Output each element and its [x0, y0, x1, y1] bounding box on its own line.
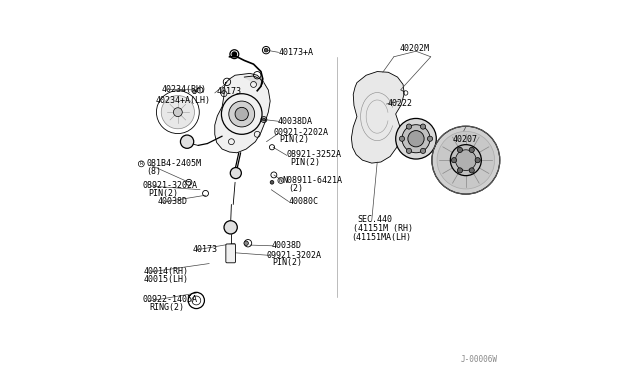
Circle shape	[469, 168, 474, 173]
Circle shape	[232, 52, 237, 57]
Circle shape	[437, 131, 495, 189]
Circle shape	[408, 131, 424, 147]
Circle shape	[451, 145, 481, 176]
Circle shape	[161, 96, 195, 129]
Text: 40015(LH): 40015(LH)	[143, 275, 189, 283]
Text: PIN(2): PIN(2)	[291, 157, 321, 167]
Text: (2): (2)	[289, 184, 303, 193]
Text: R: R	[140, 161, 143, 166]
Circle shape	[180, 135, 194, 148]
Text: (41151MA(LH): (41151MA(LH)	[351, 233, 411, 242]
Circle shape	[402, 125, 430, 153]
Circle shape	[270, 180, 274, 184]
Circle shape	[193, 90, 196, 94]
Text: J-00006W: J-00006W	[460, 355, 497, 364]
Text: 40222: 40222	[387, 99, 412, 108]
Text: 40038D: 40038D	[271, 241, 301, 250]
Circle shape	[475, 158, 480, 163]
Text: 09921-3202A: 09921-3202A	[266, 251, 321, 260]
Circle shape	[406, 124, 412, 129]
Text: 081B4-2405M: 081B4-2405M	[147, 159, 202, 169]
Text: 40202M: 40202M	[399, 44, 429, 53]
Circle shape	[406, 148, 412, 154]
Circle shape	[229, 101, 255, 127]
Circle shape	[469, 147, 474, 153]
Circle shape	[428, 136, 433, 141]
Polygon shape	[244, 76, 263, 86]
Circle shape	[173, 108, 182, 116]
Circle shape	[420, 124, 426, 129]
Circle shape	[456, 150, 476, 170]
Text: SEC.440: SEC.440	[357, 215, 392, 224]
Circle shape	[432, 126, 500, 194]
Text: 00922-1405A: 00922-1405A	[142, 295, 197, 304]
Text: N: N	[279, 178, 283, 183]
Text: 40234+A(LH): 40234+A(LH)	[156, 96, 211, 105]
Text: 40234(RH): 40234(RH)	[162, 85, 207, 94]
Text: 40038D: 40038D	[157, 198, 188, 206]
Text: 00921-2202A: 00921-2202A	[274, 128, 329, 137]
Text: 40173+A: 40173+A	[278, 48, 314, 57]
Text: PIN(2): PIN(2)	[148, 189, 179, 198]
Text: (41151M (RH): (41151M (RH)	[353, 224, 413, 233]
Text: 08921-3252A: 08921-3252A	[286, 150, 341, 159]
Circle shape	[244, 241, 248, 246]
Circle shape	[264, 48, 268, 52]
Circle shape	[230, 167, 241, 179]
Circle shape	[458, 147, 463, 153]
Circle shape	[420, 148, 426, 154]
FancyBboxPatch shape	[226, 244, 236, 263]
Circle shape	[224, 221, 237, 234]
Text: (8): (8)	[147, 167, 161, 176]
Circle shape	[396, 118, 436, 159]
Text: 40080C: 40080C	[289, 197, 319, 206]
Circle shape	[262, 118, 266, 121]
Circle shape	[278, 177, 284, 183]
Text: 40038DA: 40038DA	[278, 117, 312, 126]
Text: RING(2): RING(2)	[149, 303, 184, 312]
Text: 40207: 40207	[453, 135, 478, 144]
Text: PIN(2): PIN(2)	[280, 135, 309, 144]
Text: 08921-3202A: 08921-3202A	[143, 182, 198, 190]
Circle shape	[451, 158, 456, 163]
Text: 40173: 40173	[193, 245, 218, 254]
Text: 40014(RH): 40014(RH)	[143, 267, 189, 276]
Polygon shape	[215, 73, 270, 153]
Text: N08911-6421A: N08911-6421A	[282, 176, 342, 185]
Circle shape	[399, 136, 404, 141]
Circle shape	[235, 108, 248, 121]
Circle shape	[458, 168, 463, 173]
Text: PIN(2): PIN(2)	[272, 258, 302, 267]
Polygon shape	[351, 71, 404, 163]
Text: 40173: 40173	[216, 87, 242, 96]
